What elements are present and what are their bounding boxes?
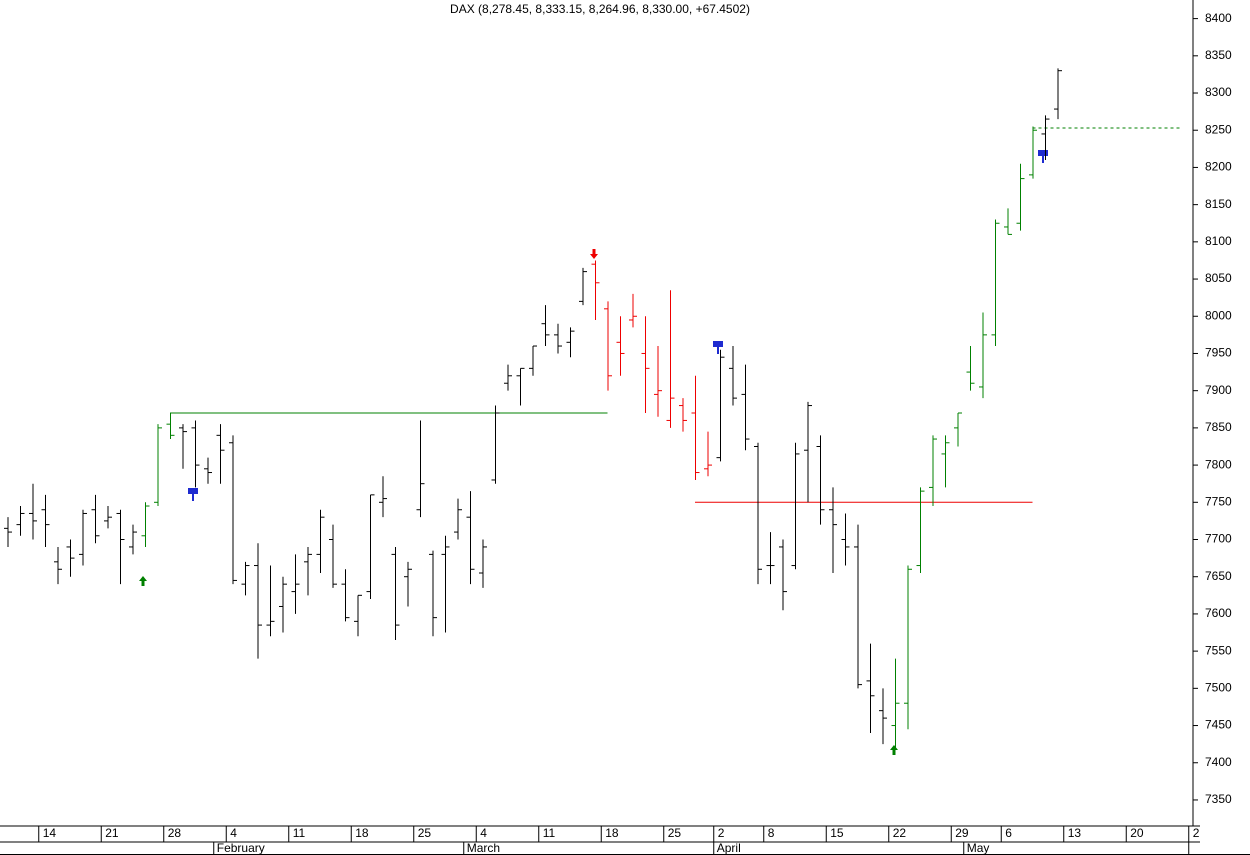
x-tick-label: 6 xyxy=(1005,826,1012,840)
y-tick-label: 7750 xyxy=(1205,494,1232,508)
y-tick-label: 7450 xyxy=(1205,718,1232,732)
y-tick-label: 8150 xyxy=(1205,197,1232,211)
y-tick-label: 7400 xyxy=(1205,755,1232,769)
x-tick-label: 4 xyxy=(230,826,237,840)
y-tick-label: 8350 xyxy=(1205,48,1232,62)
y-tick-label: 7800 xyxy=(1205,457,1232,471)
x-tick-label: 8 xyxy=(768,826,775,840)
x-tick-label: 20 xyxy=(1130,826,1144,840)
signal-up xyxy=(139,576,147,586)
flag xyxy=(1038,150,1048,163)
x-tick-label: 25 xyxy=(668,826,682,840)
month-label: April xyxy=(717,841,741,855)
flag xyxy=(713,341,723,354)
chart-title: DAX (8,278.45, 8,333.15, 8,264.96, 8,330… xyxy=(450,2,750,16)
y-tick-label: 8050 xyxy=(1205,271,1232,285)
y-tick-label: 8000 xyxy=(1205,308,1232,322)
x-tick-label: 21 xyxy=(105,826,119,840)
x-tick-label: 27 xyxy=(1193,826,1207,840)
y-tick-label: 7700 xyxy=(1205,532,1232,546)
x-tick-label: 11 xyxy=(543,826,556,840)
y-tick-label: 7550 xyxy=(1205,643,1232,657)
x-tick-label: 15 xyxy=(830,826,844,840)
x-tick-label: 4 xyxy=(480,826,487,840)
y-tick-label: 8100 xyxy=(1205,234,1232,248)
y-tick-label: 8200 xyxy=(1205,160,1232,174)
flag xyxy=(188,488,198,501)
y-tick-label: 8250 xyxy=(1205,122,1232,136)
y-tick-label: 7600 xyxy=(1205,606,1232,620)
signal-up xyxy=(890,745,898,755)
y-tick-label: 7950 xyxy=(1205,346,1232,360)
y-tick-label: 7350 xyxy=(1205,792,1232,806)
x-tick-label: 18 xyxy=(355,826,369,840)
signal-down xyxy=(590,249,598,259)
month-label: March xyxy=(467,841,500,855)
x-tick-label: 28 xyxy=(168,826,182,840)
x-tick-label: 11 xyxy=(293,826,306,840)
x-tick-label: 2 xyxy=(718,826,725,840)
y-tick-label: 7900 xyxy=(1205,383,1232,397)
x-tick-label: 13 xyxy=(1068,826,1082,840)
month-label: May xyxy=(967,841,990,855)
x-tick-label: 18 xyxy=(605,826,619,840)
y-tick-label: 8300 xyxy=(1205,85,1232,99)
x-tick-label: 22 xyxy=(893,826,907,840)
y-tick-label: 8400 xyxy=(1205,11,1232,25)
x-tick-label: 25 xyxy=(418,826,432,840)
x-tick-label: 29 xyxy=(955,826,969,840)
y-tick-label: 7500 xyxy=(1205,681,1232,695)
y-tick-label: 7650 xyxy=(1205,569,1232,583)
y-tick-label: 7850 xyxy=(1205,420,1232,434)
x-tick-label: 14 xyxy=(43,826,57,840)
month-label: February xyxy=(217,841,265,855)
